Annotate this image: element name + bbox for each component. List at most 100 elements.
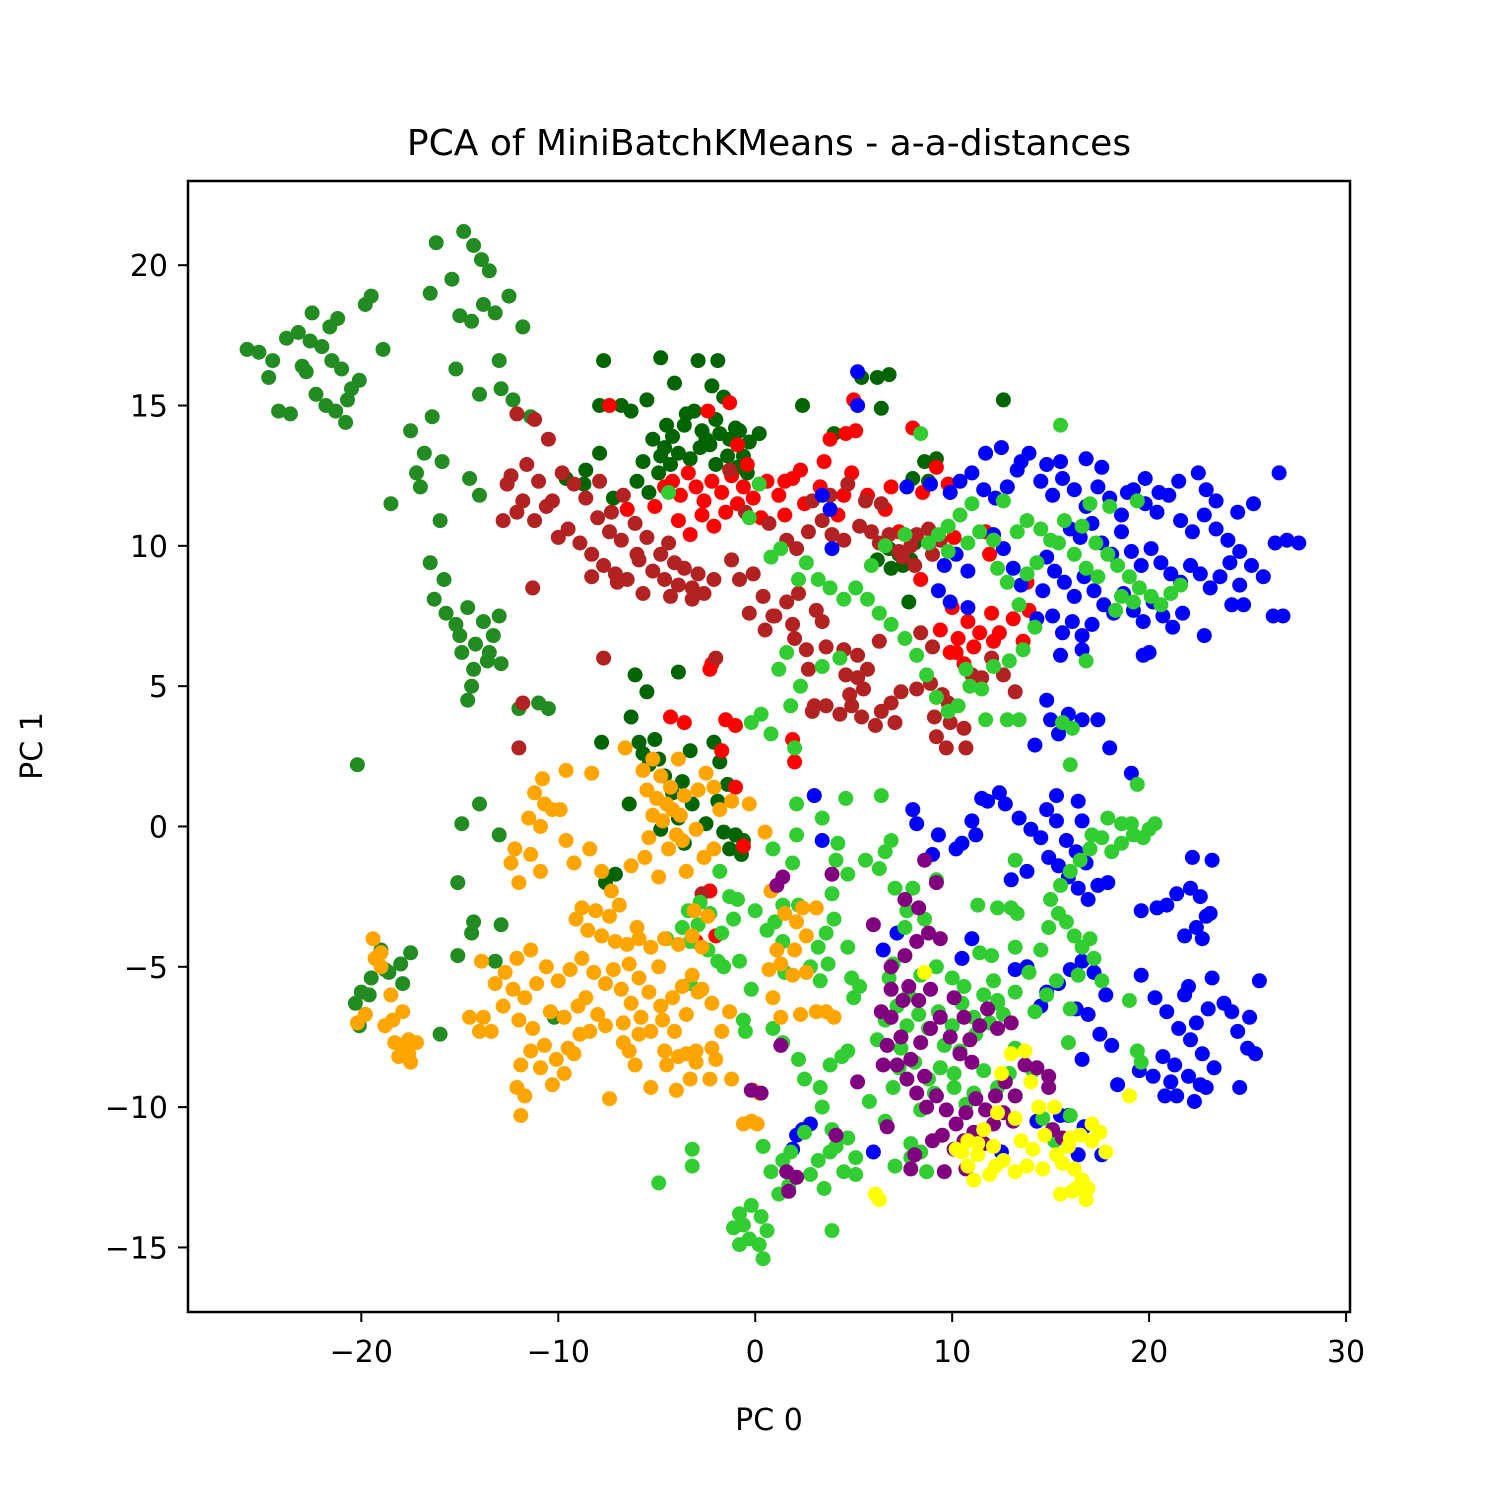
data-point: [1023, 821, 1039, 837]
data-point: [1066, 928, 1082, 944]
data-point: [999, 574, 1015, 590]
data-point: [688, 479, 704, 495]
data-point: [322, 319, 338, 335]
data-point: [1062, 1108, 1078, 1123]
data-point: [1119, 485, 1135, 500]
data-point: [1147, 990, 1163, 1006]
data-point: [964, 496, 980, 512]
data-point: [594, 734, 610, 750]
data-point: [789, 914, 805, 930]
data-point: [613, 398, 629, 413]
data-point: [340, 392, 355, 408]
data-point: [627, 1057, 643, 1073]
data-point: [1011, 597, 1027, 613]
data-point: [940, 518, 956, 534]
data-point: [1066, 482, 1082, 498]
data-point: [883, 695, 899, 711]
data-point: [901, 594, 917, 610]
data-point: [592, 445, 608, 461]
data-point: [558, 762, 574, 778]
data-point: [572, 535, 588, 551]
data-point: [899, 479, 915, 495]
data-point: [850, 647, 866, 663]
data-point: [887, 715, 903, 731]
data-point: [755, 588, 771, 604]
data-point: [919, 1099, 935, 1115]
data-point: [495, 513, 511, 529]
data-point: [789, 1169, 805, 1185]
data-point: [314, 339, 330, 355]
data-point: [899, 1018, 915, 1034]
data-point: [871, 861, 887, 877]
data-point: [1192, 889, 1208, 905]
data-point: [1007, 1088, 1023, 1104]
data-point: [848, 423, 864, 439]
data-point: [791, 1051, 806, 1067]
data-point: [724, 793, 740, 809]
data-point: [1098, 987, 1114, 1003]
data-point: [1212, 569, 1228, 585]
data-point: [684, 928, 700, 944]
data-point: [718, 504, 734, 520]
data-point: [1163, 566, 1179, 582]
data-point: [814, 833, 830, 848]
data-point: [684, 967, 700, 983]
data-point: [1074, 628, 1090, 644]
data-point: [984, 948, 1000, 964]
data-point: [535, 771, 550, 787]
data-point: [793, 1007, 808, 1022]
data-point: [726, 1220, 741, 1236]
data-point: [607, 866, 623, 882]
data-point: [684, 1158, 700, 1174]
data-point: [363, 288, 379, 304]
data-point: [1082, 496, 1098, 512]
data-point: [883, 616, 899, 632]
data-point: [657, 931, 673, 947]
data-point: [769, 942, 785, 958]
data-point: [1051, 858, 1066, 874]
data-point: [643, 1023, 659, 1039]
data-point: [814, 810, 830, 826]
data-point: [682, 1071, 698, 1087]
data-point: [706, 572, 722, 587]
data-point: [527, 513, 543, 529]
data-point: [1204, 852, 1220, 868]
data-point: [308, 386, 324, 402]
data-point: [903, 1161, 919, 1177]
data-point: [1171, 1021, 1187, 1036]
data-point: [895, 549, 911, 565]
data-point: [294, 358, 310, 374]
data-point: [631, 1026, 647, 1042]
data-point: [324, 353, 340, 369]
data-point: [1084, 616, 1100, 632]
data-point: [850, 364, 866, 380]
data-point: [1133, 967, 1149, 983]
data-point: [913, 572, 929, 587]
data-point: [893, 1040, 909, 1056]
data-point: [503, 855, 519, 871]
data-point: [913, 1035, 929, 1051]
y-tick-label: 5: [149, 670, 168, 705]
data-point: [1206, 1060, 1222, 1076]
data-point: [708, 457, 724, 472]
data-point: [239, 341, 255, 357]
data-point: [603, 504, 619, 520]
data-point: [1159, 897, 1175, 913]
data-point: [566, 1046, 582, 1062]
x-axis-label: PC 0: [735, 1403, 803, 1438]
data-point: [777, 473, 793, 489]
data-point: [507, 841, 523, 857]
data-point: [1133, 558, 1149, 573]
data-point: [1291, 535, 1307, 551]
data-point: [879, 1119, 895, 1135]
data-point: [850, 398, 866, 413]
data-point: [631, 970, 647, 986]
data-point: [1153, 555, 1169, 571]
data-point: [696, 586, 712, 601]
data-point: [946, 1066, 962, 1081]
data-point: [832, 706, 848, 722]
data-point: [1114, 524, 1129, 540]
points-layer: [239, 224, 1307, 1267]
data-point: [995, 493, 1011, 509]
data-point: [804, 703, 820, 719]
